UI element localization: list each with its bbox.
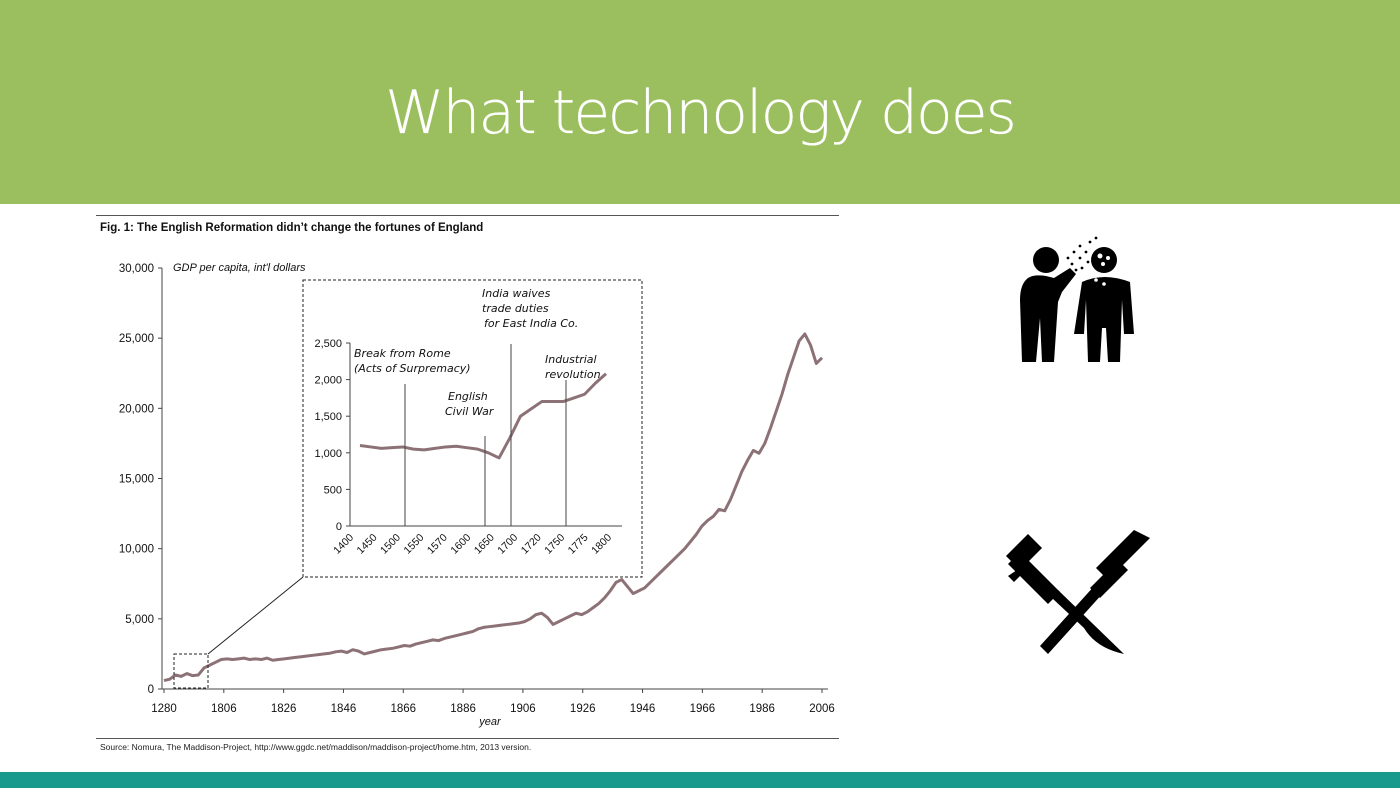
y-tick-label: 10,000 xyxy=(119,544,154,556)
y-tick-label: 30,000 xyxy=(119,263,154,275)
main-series-line xyxy=(163,332,824,683)
figure-source: Source: Nomura, The Maddison-Project, ht… xyxy=(100,742,532,752)
x-tick-label: 1280 xyxy=(151,703,177,715)
footer-bar xyxy=(0,772,1400,788)
inset-y-tick-label: 1,000 xyxy=(314,448,342,460)
x-tick-label: 1826 xyxy=(271,703,297,715)
title-banner: What technology does xyxy=(0,0,1400,204)
sneezing-person-icon xyxy=(1020,236,1134,362)
slide-title: What technology does xyxy=(385,78,1017,148)
event-india-trade-duties-label: India waives trade duties for East India C… xyxy=(482,287,578,330)
x-tick-label: 1846 xyxy=(331,703,357,715)
crossed-swords-icon xyxy=(1006,530,1150,654)
x-tick-label: 1946 xyxy=(630,703,656,715)
x-tick-label: 1806 xyxy=(211,703,237,715)
y-tick-label: 0 xyxy=(148,684,154,696)
x-tick-label: 1926 xyxy=(570,703,596,715)
x-tick-label: 1966 xyxy=(690,703,716,715)
y-tick-label: 25,000 xyxy=(119,333,154,345)
y-tick-label: 20,000 xyxy=(119,403,154,415)
figure-bottom-rule xyxy=(96,738,839,739)
event-english-civil-war-label: English Civil War xyxy=(445,390,495,418)
inset-y-tick-label: 0 xyxy=(336,521,342,533)
y-axis-label: GDP per capita, int'l dollars xyxy=(173,262,306,274)
x-tick-label: 1986 xyxy=(749,703,775,715)
zoom-box xyxy=(173,653,209,689)
figure-title: Fig. 1: The English Reformation didn’t c… xyxy=(100,222,484,234)
x-tick-label: 1866 xyxy=(390,703,416,715)
inset-series-line xyxy=(359,372,607,460)
zoom-connector xyxy=(207,576,304,655)
event-break-from-rome-label: Break from Rome (Acts of Surpremacy) xyxy=(354,347,471,375)
event-industrial-revolution-label: Industrial revolution xyxy=(545,353,601,381)
x-tick-label: 1886 xyxy=(450,703,476,715)
figure-top-rule xyxy=(96,215,839,216)
x-tick-label: 1906 xyxy=(510,703,536,715)
y-tick-label: 5,000 xyxy=(125,614,154,626)
x-tick-label: 2006 xyxy=(809,703,835,715)
inset-y-tick-label: 500 xyxy=(324,484,342,496)
inset-y-tick-label: 2,000 xyxy=(314,375,342,387)
inset-y-tick-label: 1,500 xyxy=(314,411,342,423)
inset-frame xyxy=(302,279,643,578)
x-axis-label: year xyxy=(478,716,502,728)
inset-y-tick-label: 2,500 xyxy=(314,338,342,350)
y-tick-label: 15,000 xyxy=(119,474,154,486)
